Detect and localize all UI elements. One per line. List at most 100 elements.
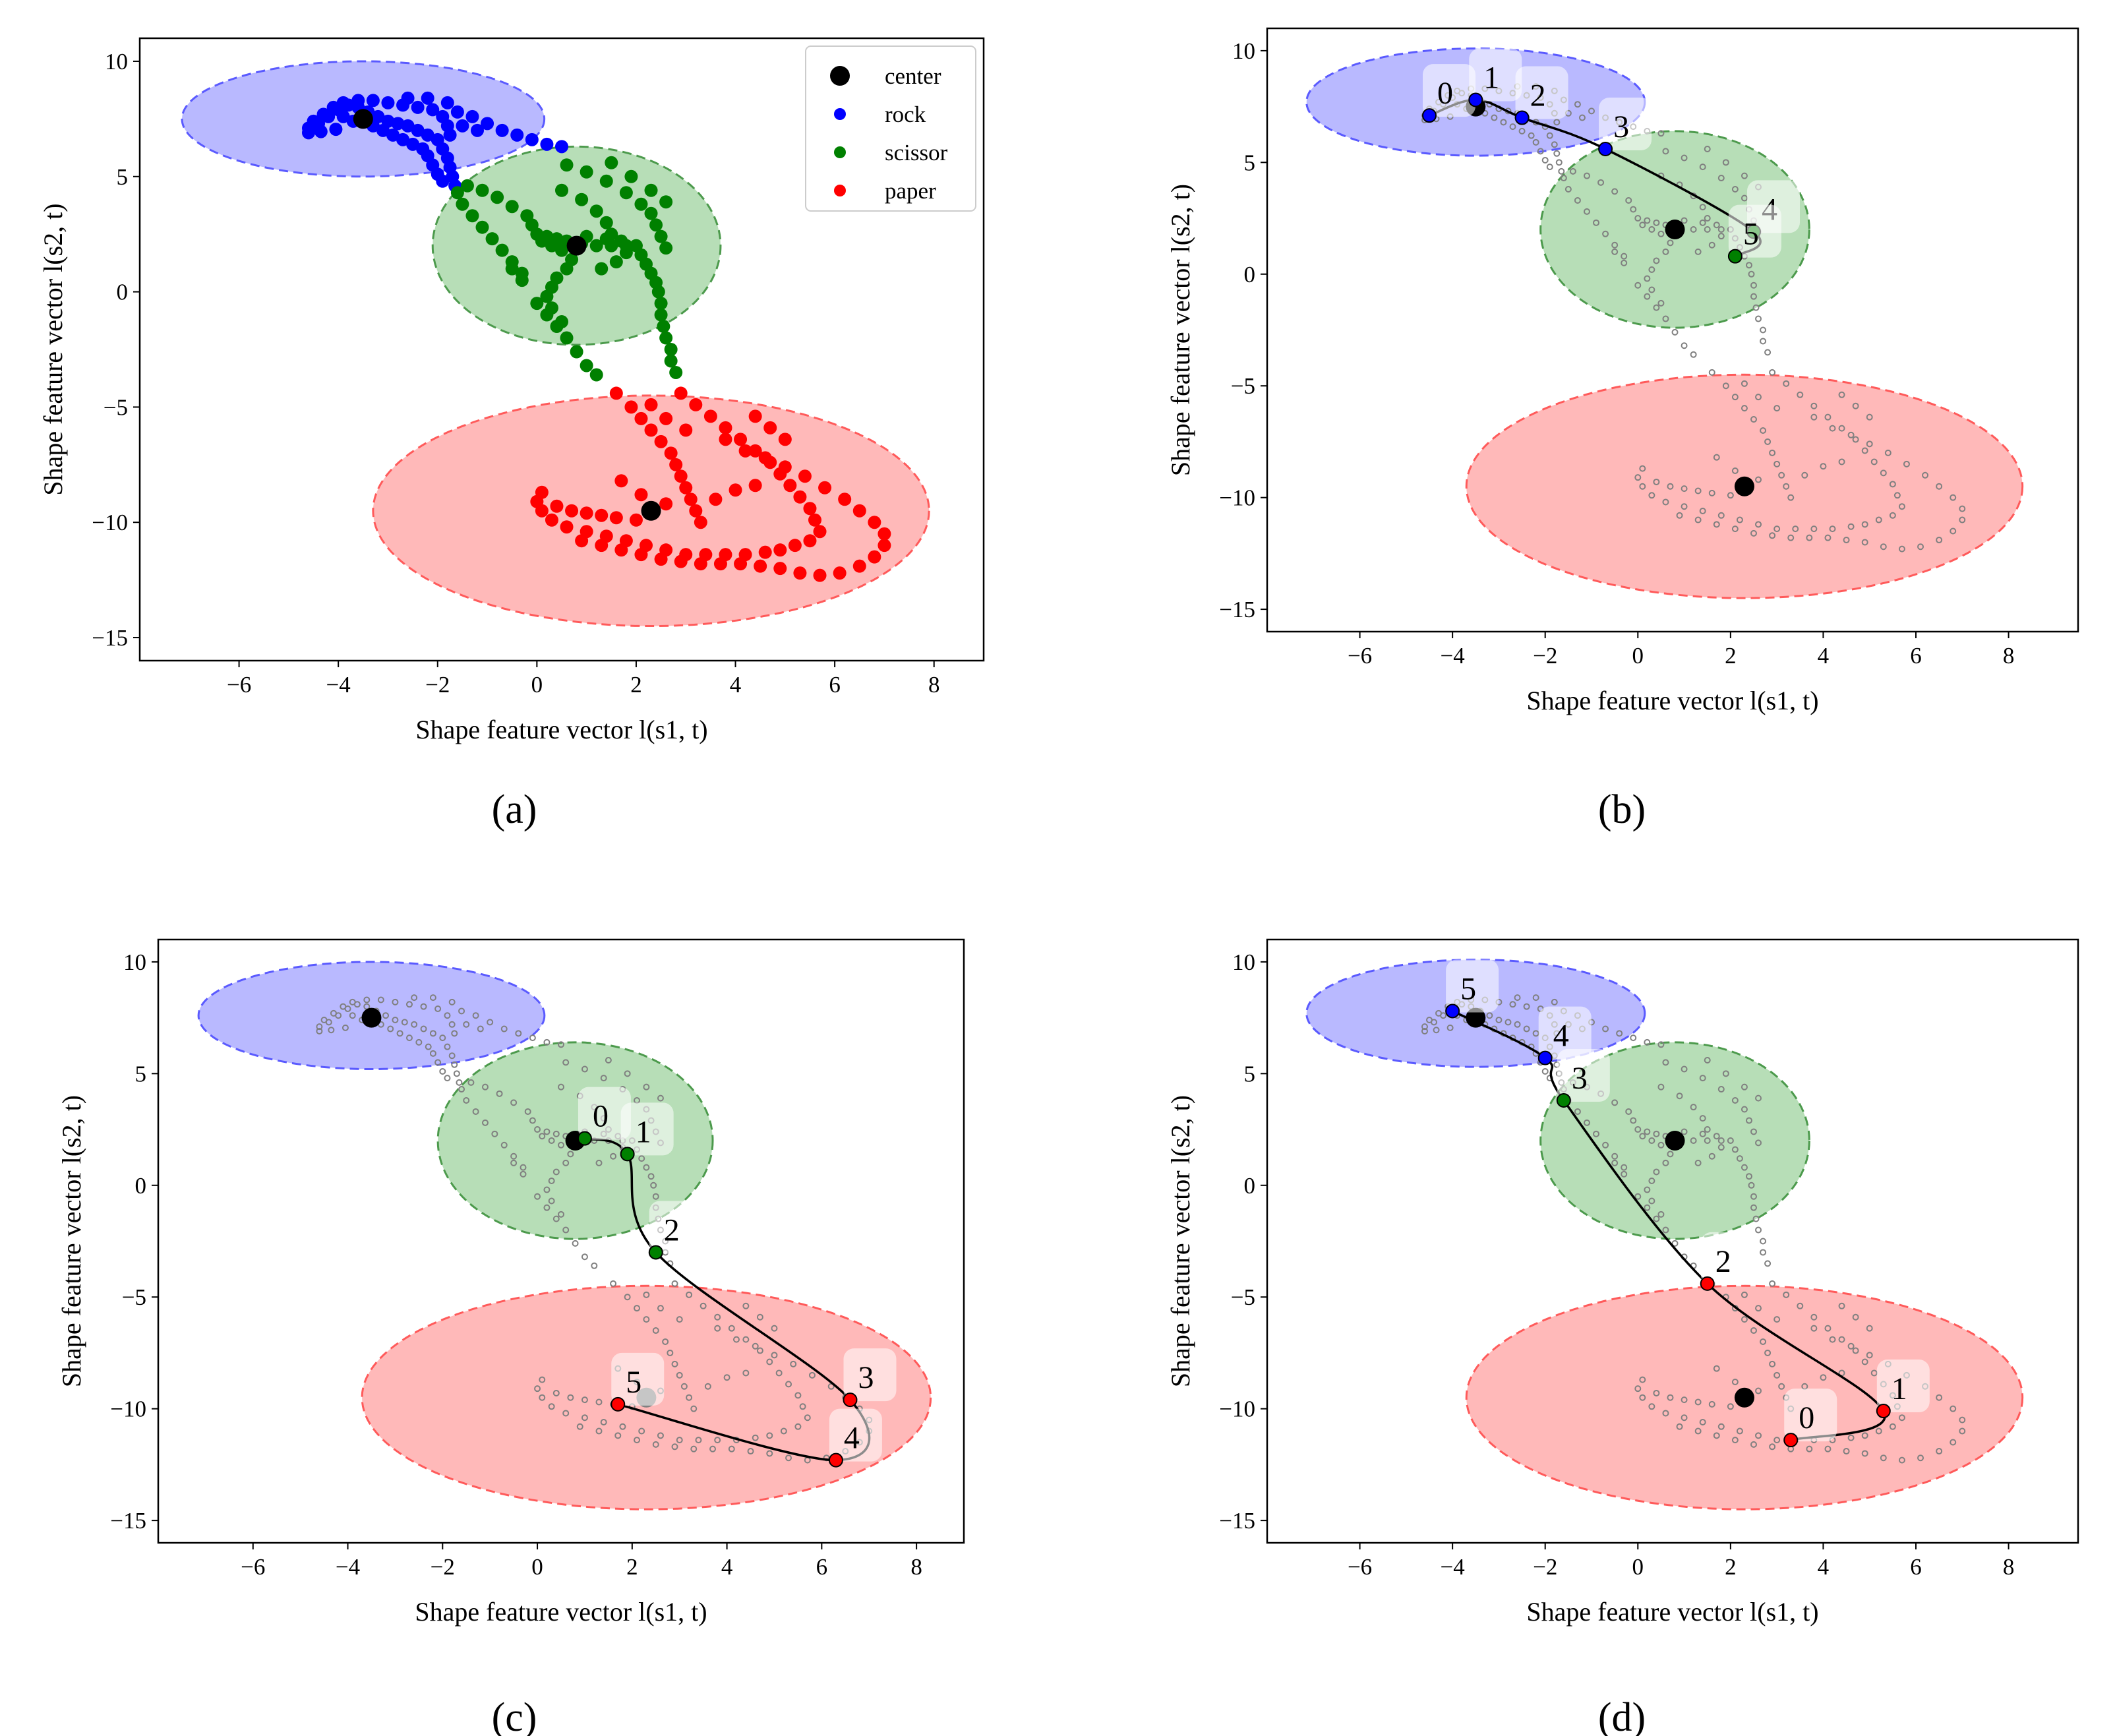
trail-point bbox=[1750, 1327, 1757, 1334]
trajectory-point-0 bbox=[1422, 108, 1437, 123]
point-paper bbox=[679, 481, 693, 494]
point-paper bbox=[748, 479, 762, 493]
trail-point bbox=[1829, 1336, 1836, 1343]
trail-point bbox=[463, 1097, 470, 1104]
trail-point bbox=[643, 1291, 650, 1298]
trail-point bbox=[1752, 304, 1760, 311]
trail-point bbox=[676, 1316, 683, 1323]
trail-point bbox=[1616, 1030, 1623, 1037]
x-tick-label: −4 bbox=[326, 672, 351, 698]
trail-point bbox=[709, 1445, 717, 1452]
trail-point bbox=[1648, 492, 1655, 499]
point-rock bbox=[326, 100, 340, 114]
trail-point bbox=[451, 1061, 458, 1068]
point-scissor bbox=[555, 243, 568, 257]
trail-point bbox=[785, 1454, 792, 1462]
trail-point bbox=[1644, 293, 1651, 300]
trail-point bbox=[1722, 159, 1729, 166]
trail-point bbox=[520, 1170, 527, 1178]
trail-point bbox=[785, 1381, 792, 1388]
trail-point bbox=[1773, 525, 1781, 533]
point-paper bbox=[878, 527, 891, 541]
plot-frame bbox=[1266, 938, 2079, 1544]
trail-point bbox=[595, 1427, 603, 1435]
trail-point bbox=[1717, 226, 1725, 233]
trail-point bbox=[686, 1394, 693, 1401]
trail-point bbox=[1694, 487, 1702, 494]
trail-point bbox=[643, 1164, 650, 1171]
trail-point bbox=[1838, 425, 1845, 432]
trail-point bbox=[1773, 460, 1781, 467]
point-paper bbox=[803, 502, 817, 516]
trail-point bbox=[539, 1394, 546, 1401]
y-tick-label: 5 bbox=[135, 1061, 147, 1087]
trail-point bbox=[1699, 1115, 1706, 1122]
trail-point bbox=[1574, 101, 1581, 108]
legend-box bbox=[805, 45, 976, 212]
point-rock bbox=[443, 128, 457, 142]
trail-point bbox=[1699, 1130, 1706, 1137]
trail-point bbox=[634, 1305, 641, 1312]
trail-point bbox=[1810, 1325, 1818, 1332]
point-scissor bbox=[589, 368, 603, 382]
trail-point bbox=[1657, 1041, 1665, 1048]
trail-point bbox=[1532, 1030, 1539, 1037]
point-label-box bbox=[1446, 959, 1499, 1013]
trail-point bbox=[1676, 1423, 1683, 1430]
point-paper bbox=[634, 411, 648, 425]
trail-point bbox=[472, 1012, 479, 1019]
point-paper bbox=[852, 559, 866, 573]
point-scissor bbox=[659, 195, 673, 209]
x-tick-label: 8 bbox=[910, 1554, 922, 1580]
trail-point bbox=[1704, 1126, 1711, 1133]
trail-point bbox=[1861, 539, 1868, 546]
point-label-box bbox=[578, 1087, 631, 1140]
trail-point bbox=[567, 1151, 574, 1158]
legend-label-rock: rock bbox=[885, 102, 926, 127]
point-paper bbox=[803, 534, 817, 548]
trail-point bbox=[624, 1294, 631, 1301]
center-point bbox=[1665, 1131, 1685, 1151]
trail-point bbox=[676, 1437, 683, 1444]
point-label-box bbox=[620, 1102, 674, 1156]
trail-point bbox=[808, 1371, 816, 1379]
trail-point bbox=[1634, 215, 1642, 222]
trail-point bbox=[425, 1043, 432, 1050]
trail-point bbox=[667, 1349, 674, 1356]
trail-point bbox=[1769, 369, 1776, 376]
point-paper bbox=[754, 559, 767, 573]
trail-point bbox=[1959, 505, 1966, 512]
trail-point bbox=[1653, 304, 1660, 311]
point-scissor bbox=[605, 156, 618, 169]
trail-point bbox=[1528, 132, 1535, 139]
trail-point bbox=[1760, 427, 1767, 434]
trail-point bbox=[1852, 402, 1859, 409]
trajectory-point-label: 2 bbox=[1530, 78, 1546, 113]
trail-point bbox=[657, 1305, 664, 1312]
trail-point bbox=[676, 1371, 683, 1379]
trail-point bbox=[1446, 1024, 1454, 1031]
trail-point bbox=[771, 1325, 778, 1332]
trail-point bbox=[562, 1410, 570, 1417]
point-paper bbox=[629, 513, 643, 527]
x-tick-label: −2 bbox=[1533, 643, 1557, 669]
trail-point bbox=[1852, 1347, 1859, 1354]
trail-point bbox=[1810, 525, 1818, 533]
trail-point bbox=[529, 1034, 536, 1042]
y-tick-label: −5 bbox=[1231, 1284, 1255, 1310]
point-rock bbox=[426, 103, 440, 117]
trail-point bbox=[1699, 219, 1706, 226]
trail-point bbox=[662, 1338, 669, 1345]
trajectory-point-5 bbox=[1445, 1003, 1460, 1019]
trail-point bbox=[1741, 1083, 1748, 1091]
trail-point bbox=[799, 1403, 806, 1410]
trail-point bbox=[647, 1173, 655, 1180]
y-tick-label: 0 bbox=[117, 280, 129, 305]
trail-point bbox=[1750, 416, 1757, 423]
trail-point bbox=[1764, 1260, 1772, 1267]
point-paper bbox=[868, 550, 881, 564]
y-tick-label: −10 bbox=[1219, 1396, 1255, 1422]
trail-point bbox=[1653, 1389, 1660, 1396]
y-tick-label: 5 bbox=[1244, 1061, 1256, 1087]
trail-point bbox=[1750, 1441, 1757, 1448]
